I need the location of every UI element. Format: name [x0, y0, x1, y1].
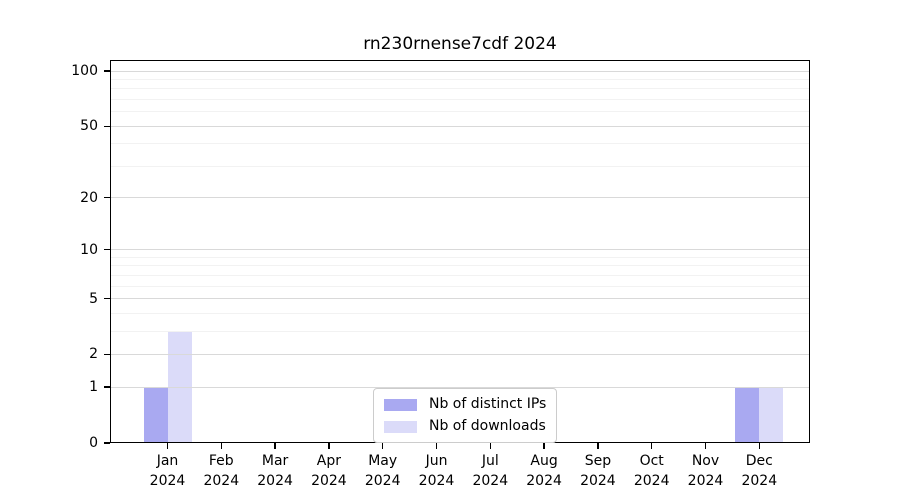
x-tick-label: Sep 2024 [566, 451, 630, 491]
x-tick-mark [651, 443, 653, 449]
y-tick-mark [104, 197, 110, 199]
legend: Nb of distinct IPs Nb of downloads [373, 388, 557, 443]
x-tick-year: 2024 [203, 473, 240, 489]
y-tick-label: 1 [89, 379, 98, 396]
distinct-ips-swatch [384, 398, 417, 411]
downloads-swatch [384, 420, 417, 433]
x-tick-mark [758, 443, 760, 449]
bar-distinct-ips [143, 387, 168, 443]
x-tick-label: Dec 2024 [727, 451, 791, 491]
y-tick-label: 100 [71, 63, 98, 80]
gridline-minor [110, 99, 810, 101]
gridline-minor [110, 111, 810, 113]
x-tick-year: 2024 [741, 473, 778, 489]
x-tick-mark [328, 443, 330, 449]
gridline-major [110, 70, 810, 72]
y-tick-mark [104, 442, 110, 444]
y-tick-mark [104, 125, 110, 127]
y-tick-label: 5 [89, 290, 98, 307]
x-tick-mark [543, 443, 545, 449]
gridline-major [110, 353, 810, 355]
gridline-minor [110, 165, 810, 167]
x-tick-label: Nov 2024 [674, 451, 738, 491]
bar-distinct-ips [735, 387, 760, 443]
gridline-major [110, 386, 810, 388]
x-tick-label: Jan 2024 [136, 451, 200, 491]
x-tick-mark [220, 443, 222, 449]
gridline-minor [110, 79, 810, 81]
y-tick-label: 20 [80, 189, 98, 206]
x-tick-label: Mar 2024 [243, 451, 307, 491]
gridline-minor [110, 285, 810, 287]
x-tick-year: 2024 [633, 473, 670, 489]
chart-title: rn230rnense7cdf 2024 [363, 34, 557, 54]
x-tick-mark [382, 443, 384, 449]
x-tick-year: 2024 [580, 473, 616, 489]
x-tick-label: Oct 2024 [620, 451, 684, 491]
y-tick-label: 50 [80, 118, 98, 135]
x-tick-year: 2024 [472, 473, 509, 489]
x-tick-label: Aug 2024 [512, 451, 576, 491]
x-tick-label: May 2024 [351, 451, 415, 491]
y-tick-mark [104, 70, 110, 72]
x-tick-label: Jul 2024 [458, 451, 522, 491]
gridline-major [110, 249, 810, 251]
x-tick-year: 2024 [311, 473, 347, 489]
x-tick-year: 2024 [687, 473, 724, 489]
gridline-minor [110, 265, 810, 267]
legend-label: Nb of distinct IPs [429, 396, 547, 412]
gridline-major [110, 298, 810, 300]
legend-item-downloads: Nb of downloads [384, 418, 546, 435]
gridline-minor [110, 330, 810, 332]
x-tick-year: 2024 [257, 473, 293, 489]
x-tick-mark [435, 443, 438, 449]
x-tick-year: 2024 [364, 473, 401, 489]
gridline-minor [110, 88, 810, 90]
x-tick-label: Feb 2024 [189, 451, 253, 491]
x-tick-year: 2024 [418, 473, 455, 489]
gridline-major [110, 125, 810, 127]
y-tick-mark [104, 353, 110, 356]
gridline-minor [110, 274, 810, 276]
x-tick-year: 2024 [149, 473, 186, 489]
x-tick-label: Apr 2024 [297, 451, 361, 491]
x-tick-mark [166, 443, 169, 449]
y-tick-label: 10 [80, 241, 98, 258]
y-tick-label: 0 [89, 435, 98, 451]
legend-label: Nb of downloads [429, 418, 546, 434]
gridline-minor [110, 256, 810, 258]
bar-downloads [759, 387, 784, 443]
x-tick-mark [704, 443, 707, 449]
x-tick-mark [489, 443, 491, 449]
x-tick-label: Jun 2024 [405, 451, 469, 491]
x-tick-mark [597, 443, 599, 449]
plot-area [110, 60, 810, 443]
y-tick-mark [104, 249, 110, 251]
x-tick-year: 2024 [526, 473, 562, 489]
x-tick-mark [274, 443, 276, 449]
gridline-major [110, 197, 810, 199]
legend-item-distinct-ips: Nb of distinct IPs [384, 396, 546, 413]
y-tick-label: 2 [89, 346, 98, 363]
gridline-minor [110, 143, 810, 145]
gridline-minor [110, 312, 810, 314]
y-tick-mark [104, 297, 110, 300]
y-tick-mark [104, 386, 110, 388]
